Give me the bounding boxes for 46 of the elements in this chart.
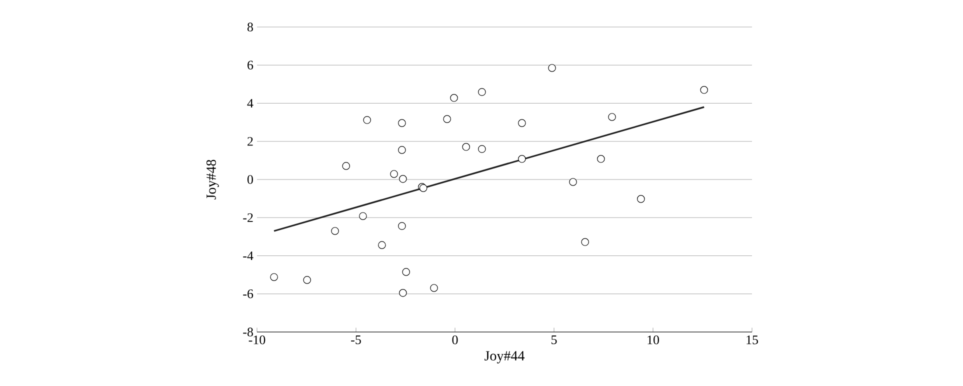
y-tick-label: 4 (247, 98, 254, 108)
y-tick-label: -6 (243, 290, 254, 298)
point (443, 115, 451, 123)
x-tick-label: 0 (452, 336, 458, 344)
point (342, 162, 350, 170)
x-tick-label: 15 (746, 336, 758, 344)
point (378, 241, 386, 249)
point (518, 155, 526, 163)
x-tick-label: 5 (552, 336, 557, 344)
y-tick-label: -4 (243, 251, 254, 260)
y-tick-label: -8 (243, 328, 253, 336)
point (597, 155, 605, 163)
point (398, 222, 406, 230)
y-axis-title: Joy#48 (206, 160, 219, 200)
y-tick-label: 6 (248, 60, 254, 70)
point (478, 88, 486, 96)
point (399, 289, 407, 297)
y-tick-label: -2 (243, 213, 253, 222)
point (569, 178, 577, 186)
point (402, 268, 410, 276)
point (390, 170, 398, 178)
point (700, 86, 708, 94)
point (331, 227, 339, 235)
y-tick-label: 0 (247, 175, 253, 184)
point (359, 212, 367, 220)
point (363, 116, 371, 124)
point (637, 195, 645, 203)
point (548, 64, 556, 72)
point (303, 276, 311, 284)
x-axis-title: Joy#44 (484, 351, 525, 364)
y-tick-label: 8 (247, 22, 253, 32)
x-tick-label: -10 (248, 336, 266, 344)
x-tick-label: -5 (351, 336, 361, 344)
point (430, 284, 438, 292)
point (462, 143, 470, 151)
point (518, 119, 526, 127)
x-tick-label: 10 (648, 336, 660, 344)
point (478, 145, 486, 153)
point (399, 175, 407, 183)
point (450, 94, 458, 102)
point (581, 238, 589, 246)
point (398, 119, 406, 127)
point (608, 113, 616, 121)
point (270, 273, 278, 281)
y-tick-label: 2 (248, 137, 253, 146)
point (398, 146, 406, 154)
